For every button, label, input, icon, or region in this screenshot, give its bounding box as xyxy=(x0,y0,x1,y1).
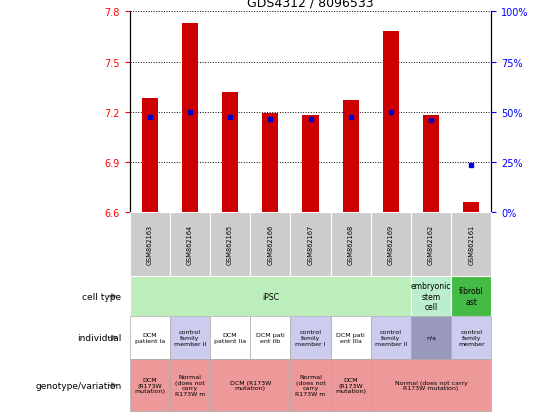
Text: DCM pati
ent IIIa: DCM pati ent IIIa xyxy=(336,332,365,343)
Text: individual: individual xyxy=(77,333,122,342)
Text: GSM862166: GSM862166 xyxy=(267,225,273,265)
Bar xyxy=(141,99,158,213)
Bar xyxy=(423,116,439,213)
Bar xyxy=(222,93,238,213)
Bar xyxy=(302,116,319,213)
Text: GSM862162: GSM862162 xyxy=(428,225,434,265)
Text: Normal (does not carry
R173W mutation): Normal (does not carry R173W mutation) xyxy=(395,380,468,391)
Bar xyxy=(343,101,359,213)
Text: GSM862167: GSM862167 xyxy=(307,225,314,265)
Text: n/a: n/a xyxy=(426,335,436,340)
Text: GSM862163: GSM862163 xyxy=(147,225,153,265)
Text: GSM862168: GSM862168 xyxy=(348,225,354,265)
Bar xyxy=(383,33,399,213)
Text: GSM862164: GSM862164 xyxy=(187,225,193,265)
Bar xyxy=(262,114,278,213)
Text: control
family
member: control family member xyxy=(458,329,484,346)
Text: GSM862169: GSM862169 xyxy=(388,225,394,265)
Text: DCM
(R173W
mutation): DCM (R173W mutation) xyxy=(134,377,165,394)
Title: GDS4312 / 8096533: GDS4312 / 8096533 xyxy=(247,0,374,10)
Text: DCM
patient IIa: DCM patient IIa xyxy=(214,332,246,343)
Text: GSM862165: GSM862165 xyxy=(227,225,233,265)
Text: control
family
member II: control family member II xyxy=(375,329,407,346)
Bar xyxy=(463,203,480,213)
Text: DCM pati
ent IIb: DCM pati ent IIb xyxy=(256,332,285,343)
Text: fibrobl
ast: fibrobl ast xyxy=(459,287,484,306)
Text: Normal
(does not
carry
R173W m: Normal (does not carry R173W m xyxy=(295,374,326,396)
Text: genotype/variation: genotype/variation xyxy=(35,381,122,389)
Text: control
family
member I: control family member I xyxy=(295,329,326,346)
Text: iPSC: iPSC xyxy=(262,292,279,301)
Text: DCM
patient Ia: DCM patient Ia xyxy=(134,332,165,343)
Text: cell type: cell type xyxy=(83,292,122,301)
Text: embryonic
stem
cell: embryonic stem cell xyxy=(411,282,451,311)
Text: control
family
member II: control family member II xyxy=(174,329,206,346)
Text: GSM862161: GSM862161 xyxy=(468,225,474,265)
Text: DCM (R173W
mutation): DCM (R173W mutation) xyxy=(230,380,271,391)
Bar xyxy=(182,24,198,213)
Text: DCM
(R173W
mutation): DCM (R173W mutation) xyxy=(335,377,366,394)
Text: Normal
(does not
carry
R173W m: Normal (does not carry R173W m xyxy=(175,374,205,396)
